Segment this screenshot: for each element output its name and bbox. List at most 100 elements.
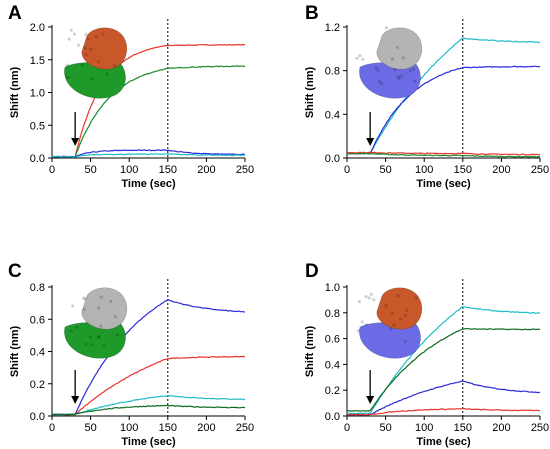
chart-panel-d: D 0.0 0.2 0.4 0.6 0.8 1.0 0 50 100 150 200 250 Time (…: [304, 261, 549, 448]
protein-texture: [367, 296, 371, 300]
series-line-blue: [51, 299, 246, 416]
protein-texture: [360, 320, 364, 324]
y-tick-label: 0.4: [325, 359, 340, 371]
x-tick-label: 0: [49, 164, 55, 176]
protein-texture: [109, 299, 113, 303]
y-axis-title: Shift (nm): [9, 67, 21, 119]
protein-texture: [379, 81, 384, 86]
protein-structure-icon: [64, 27, 128, 99]
series-line-blue: [51, 149, 246, 158]
arrow-head-icon: [366, 396, 375, 404]
protein-texture: [96, 335, 101, 340]
protein-texture: [94, 35, 98, 39]
series-line-red: [51, 355, 246, 416]
x-tick-label: 200: [492, 422, 510, 434]
x-tick-label: 250: [236, 164, 254, 176]
x-tick-label: 200: [197, 422, 215, 434]
x-tick-label: 50: [84, 164, 96, 176]
protein-texture: [65, 63, 70, 67]
protein-texture: [364, 294, 368, 299]
protein-texture: [384, 26, 388, 30]
protein-texture: [69, 28, 73, 32]
x-tick-label: 250: [236, 422, 254, 434]
protein-texture: [403, 313, 407, 318]
protein-texture: [377, 79, 381, 84]
protein-texture: [399, 74, 404, 78]
series-line-cyan: [51, 153, 246, 158]
protein-texture: [82, 296, 86, 300]
protein-texture: [82, 307, 86, 312]
x-axis-title: Time (sec): [121, 178, 176, 190]
protein-texture: [75, 325, 79, 329]
chart-panel-b: B 0.0 0.4 0.8 1.2 0 50 100 150 200 250 Time (sec) Sh…: [304, 3, 549, 190]
protein-texture: [113, 315, 117, 319]
protein-texture: [88, 47, 93, 52]
y-tick-label: 0.6: [325, 334, 340, 346]
protein-texture: [369, 292, 373, 296]
y-tick-label: 0.2: [30, 379, 45, 391]
series-line-cyan: [346, 37, 541, 155]
protein-texture: [86, 37, 90, 41]
protein-texture: [71, 304, 75, 308]
protein-texture: [69, 329, 73, 333]
x-tick-label: 50: [379, 422, 391, 434]
panel-letter: A: [8, 3, 22, 24]
x-tick-label: 250: [531, 164, 549, 176]
x-tick-label: 50: [84, 422, 96, 434]
y-tick-label: 0.6: [30, 314, 45, 326]
protein-texture: [364, 322, 368, 327]
panel-letter: B: [305, 3, 319, 24]
y-tick-label: 0.0: [30, 411, 45, 423]
arrow-head-icon: [71, 138, 80, 146]
protein-texture: [411, 67, 416, 72]
series-line-blue: [346, 380, 541, 416]
protein-texture: [358, 54, 362, 58]
x-tick-label: 0: [49, 422, 55, 434]
protein-texture: [83, 297, 87, 301]
x-tick-label: 0: [344, 422, 350, 434]
protein-texture: [99, 324, 103, 328]
protein-texture: [66, 75, 70, 80]
x-tick-label: 200: [197, 164, 215, 176]
protein-texture: [355, 56, 359, 60]
series-line-cyan: [346, 306, 541, 415]
protein-texture: [361, 57, 365, 61]
protein-top-domain: [376, 287, 423, 330]
protein-texture: [102, 344, 107, 348]
x-tick-label: 100: [120, 164, 138, 176]
protein-texture: [389, 327, 393, 331]
protein-texture: [395, 45, 399, 49]
y-tick-label: 0.4: [325, 109, 340, 121]
protein-texture: [390, 311, 394, 316]
x-tick-label: 50: [379, 164, 391, 176]
protein-texture: [67, 37, 71, 41]
x-axis-title: Time (sec): [416, 178, 471, 190]
protein-texture: [372, 298, 376, 302]
panel-letter: C: [8, 261, 22, 282]
protein-top-domain: [81, 27, 128, 70]
protein-texture: [405, 308, 409, 312]
protein-texture: [396, 75, 400, 79]
x-tick-label: 0: [344, 164, 350, 176]
series-line-darkgreen: [51, 404, 246, 416]
x-tick-label: 150: [159, 164, 177, 176]
protein-texture: [356, 329, 360, 333]
y-tick-label: 0.8: [325, 66, 340, 78]
series-line-green: [51, 65, 245, 158]
protein-texture: [84, 52, 88, 57]
protein-texture: [89, 77, 94, 81]
y-tick-label: 0.0: [325, 153, 340, 165]
protein-top-domain: [81, 287, 128, 330]
y-tick-label: 0.8: [30, 282, 45, 294]
protein-texture: [408, 69, 412, 73]
series-line-blue: [346, 65, 541, 155]
protein-texture: [101, 32, 105, 36]
x-tick-label: 100: [415, 422, 433, 434]
protein-texture: [412, 79, 417, 83]
protein-structure-icon: [64, 287, 128, 359]
protein-texture: [414, 296, 418, 300]
y-tick-label: 0.2: [325, 385, 340, 397]
protein-texture: [105, 72, 109, 76]
y-tick-label: 0.4: [30, 347, 45, 359]
protein-texture: [99, 295, 103, 299]
